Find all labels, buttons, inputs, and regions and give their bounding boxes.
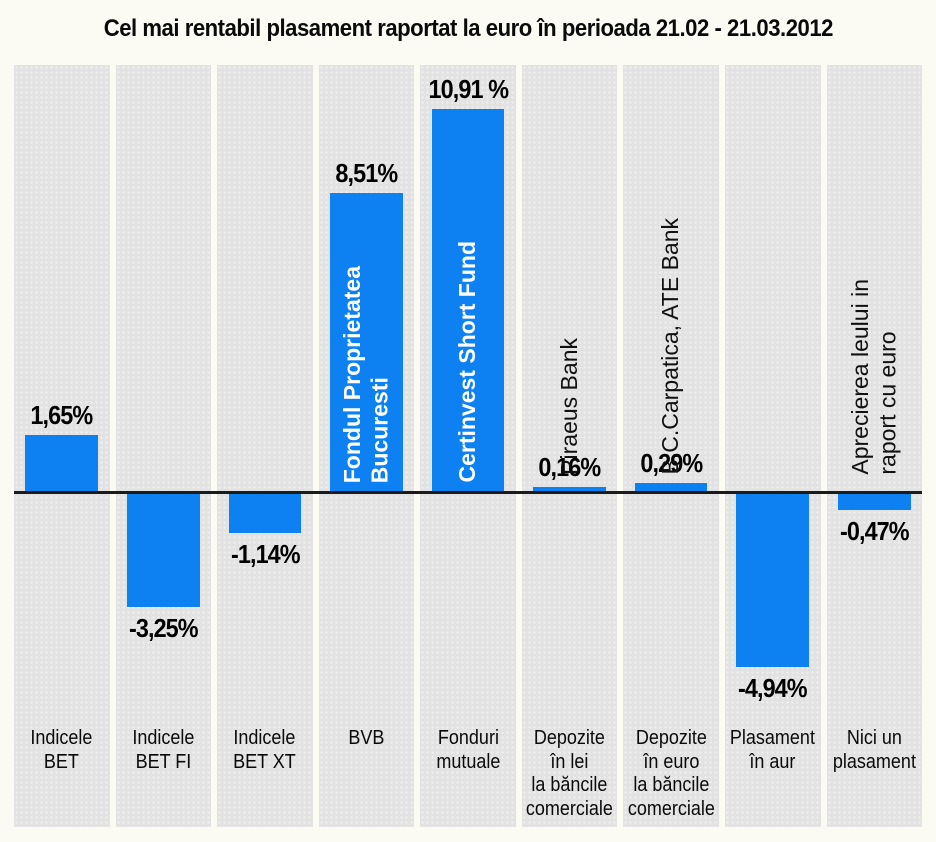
chart-column-3: -1,14% Indicele BET XT: [217, 65, 313, 827]
chart-plot-area: 1,65% Indicele BET -3,25% Indicele BET FI -1…: [14, 65, 923, 827]
value-label-5: 10,91 %: [428, 74, 508, 104]
chart-title: Cel mai rentabil plasament raportat la e…: [0, 15, 936, 43]
rotated-annotation-7: B.C.Carpatica, ATE Bank: [657, 218, 684, 475]
bar-2: [127, 493, 200, 608]
value-label-3: -1,14%: [230, 539, 301, 570]
rotated-annotation-6: Piraeus Bank: [555, 338, 582, 475]
value-label-1: 1,65%: [30, 399, 94, 430]
value-label-7: 0,29%: [640, 447, 703, 478]
rotated-annotation-4: Fondul Proprietatea Bucuresti: [338, 265, 393, 483]
category-label-4: BVB: [348, 727, 385, 749]
category-label-5: Fonduri mutuale: [436, 727, 501, 773]
bar-5: [431, 109, 505, 493]
category-label-7: Depozite în euro la băncile comerciale: [627, 727, 715, 820]
chart-column-4: 8,51% Fondul Proprietatea Bucuresti BVB: [318, 65, 415, 827]
value-label-2: -3,25%: [128, 613, 199, 644]
value-label-8: -4,94%: [738, 672, 808, 703]
rotated-annotation-wrap-6: Piraeus Bank: [522, 338, 618, 475]
bar-8: [736, 493, 810, 667]
chart-column-8: -4,94% Plasament în aur: [724, 65, 821, 827]
chart-column-6: 0,16% Piraeus Bank Depozite în lei la bănc…: [521, 65, 618, 827]
category-label-2: Indicele BET FI: [132, 727, 195, 773]
value-label-4: 8,51%: [335, 158, 399, 189]
rotated-annotation-wrap-5: Certinvest Short Fund: [420, 241, 516, 483]
chart-title-text: Cel mai rentabil plasament raportat la e…: [103, 15, 833, 42]
zero-axis-line: [14, 491, 922, 494]
bar-1: [25, 434, 99, 493]
category-label-3: Indicele BET XT: [233, 727, 297, 773]
rotated-annotation-wrap-4: Fondul Proprietatea Bucuresti: [319, 266, 415, 483]
chart-column-5: 10,91 % Certinvest Short Fund Fonduri mutu…: [420, 65, 516, 827]
chart-column-9: -0,47% Aprecierea leului in raport cu eur…: [826, 65, 923, 827]
category-label-6: Depozite în lei la băncile comerciale: [526, 727, 614, 820]
category-label-8: Plasament în aur: [730, 727, 816, 773]
bar-9: [837, 493, 911, 510]
category-label-1: Indicele BET: [30, 727, 93, 773]
value-label-6: 0,16%: [538, 452, 602, 483]
bar-4: [330, 193, 403, 493]
category-label-9: Nici un plasament: [832, 727, 916, 773]
rotated-annotation-9: Aprecierea leului in raport cu euro: [846, 279, 901, 475]
rotated-annotation-wrap-7: B.C.Carpatica, ATE Bank: [623, 218, 719, 475]
bar-6: [533, 487, 606, 493]
chart-column-2: -3,25% Indicele BET FI: [115, 65, 212, 827]
bar-3: [228, 493, 302, 534]
chart-column-1: 1,65% Indicele BET: [14, 65, 110, 827]
chart-column-7: 0,29% B.C.Carpatica, ATE Bank Depozite în …: [623, 65, 719, 827]
bar-7: [634, 482, 708, 493]
value-label-9: -0,47%: [839, 515, 910, 546]
rotated-annotation-5: Certinvest Short Fund: [454, 241, 481, 483]
rotated-annotation-wrap-9: Aprecierea leului in raport cu euro: [827, 279, 923, 475]
